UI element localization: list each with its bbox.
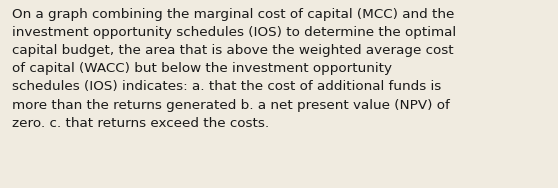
Text: On a graph combining the marginal cost of capital (MCC) and the
investment oppor: On a graph combining the marginal cost o… <box>12 8 456 130</box>
